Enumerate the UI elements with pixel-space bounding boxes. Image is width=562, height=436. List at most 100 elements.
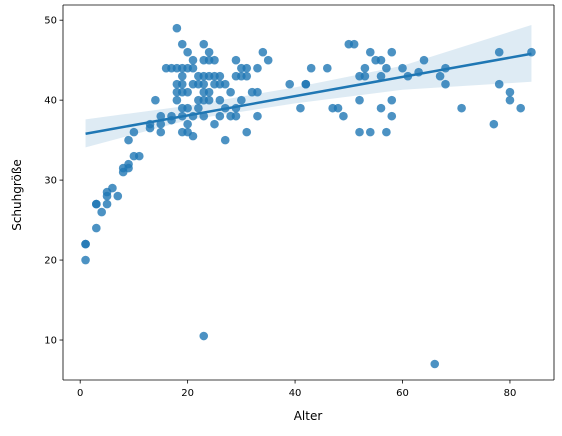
data-point [387, 111, 397, 121]
data-point [231, 55, 241, 65]
data-point [156, 111, 166, 121]
data-point [355, 127, 364, 137]
data-point [204, 87, 214, 97]
data-point [204, 47, 214, 57]
data-point [441, 79, 450, 89]
points-layer [81, 23, 536, 369]
data-point [360, 63, 370, 73]
data-point [102, 199, 112, 209]
data-point [242, 127, 252, 137]
data-point [129, 127, 139, 137]
regression-line [85, 52, 532, 135]
data-point [333, 103, 343, 113]
x-tick-label: 60 [396, 388, 409, 399]
data-point [323, 63, 332, 73]
data-point [183, 119, 192, 129]
ticks-layer: 0 20 40 60 80 10 20 30 40 50 [44, 16, 516, 399]
data-point [253, 111, 262, 121]
y-tick-label: 40 [44, 96, 57, 107]
data-point [231, 111, 241, 121]
x-axis-label: Alter [294, 409, 323, 423]
y-tick-label: 20 [44, 256, 57, 267]
x-tick-label: 0 [77, 388, 83, 399]
data-point [215, 71, 225, 81]
data-point [124, 135, 133, 145]
data-point [156, 127, 166, 137]
data-point [188, 55, 198, 65]
data-point [177, 71, 187, 81]
y-tick-label: 30 [44, 176, 57, 187]
data-point [355, 95, 364, 105]
data-point [102, 191, 112, 201]
data-point [151, 95, 160, 105]
data-point [365, 127, 375, 137]
data-point [419, 55, 429, 65]
y-axis-label: Schuhgröße [10, 159, 24, 231]
data-point [92, 199, 101, 209]
x-tick-label: 80 [504, 388, 517, 399]
data-point [376, 71, 386, 81]
data-point [505, 95, 515, 105]
data-point [387, 47, 397, 57]
data-point [494, 47, 504, 57]
axes-frame [62, 4, 555, 381]
data-point [177, 79, 187, 89]
data-point [220, 79, 230, 89]
data-point [108, 183, 117, 193]
data-point [183, 87, 192, 97]
data-point [237, 95, 246, 105]
data-point [97, 207, 106, 217]
data-point [113, 191, 123, 201]
data-point [258, 47, 268, 57]
data-point [204, 95, 214, 105]
data-point [81, 239, 90, 249]
data-point [183, 47, 192, 57]
data-point [435, 71, 445, 81]
data-point [382, 127, 391, 137]
y-tick-label: 10 [44, 336, 57, 347]
data-point [253, 63, 262, 73]
data-point [177, 39, 187, 49]
data-point [489, 119, 499, 129]
x-tick-label: 20 [181, 388, 194, 399]
data-point [194, 103, 203, 113]
data-point [516, 103, 525, 113]
data-point [124, 163, 133, 173]
data-point [220, 135, 230, 145]
data-point [376, 103, 386, 113]
data-point [306, 63, 316, 73]
data-point [215, 111, 225, 121]
data-point [92, 223, 101, 233]
data-point [263, 55, 273, 65]
data-point [349, 39, 359, 49]
data-point [457, 103, 466, 113]
x-tick-label: 40 [289, 388, 302, 399]
data-point [215, 95, 225, 105]
data-point [188, 131, 198, 141]
data-point [339, 111, 348, 121]
data-point [134, 151, 144, 161]
data-point [188, 63, 198, 73]
data-point [494, 79, 504, 89]
data-point [81, 255, 90, 265]
data-point [226, 87, 235, 97]
data-point [301, 79, 311, 89]
data-point [365, 47, 375, 57]
data-point [199, 79, 209, 89]
data-point [242, 63, 252, 73]
data-point [210, 119, 219, 129]
data-point [183, 103, 192, 113]
data-point [210, 55, 219, 65]
data-point [376, 55, 386, 65]
data-point [505, 87, 515, 97]
data-point [387, 95, 397, 105]
data-point [398, 63, 407, 73]
data-point [172, 95, 182, 105]
data-point [242, 71, 252, 81]
data-point [145, 123, 155, 133]
data-point [172, 23, 182, 33]
data-point [253, 87, 262, 97]
data-point [430, 359, 440, 369]
